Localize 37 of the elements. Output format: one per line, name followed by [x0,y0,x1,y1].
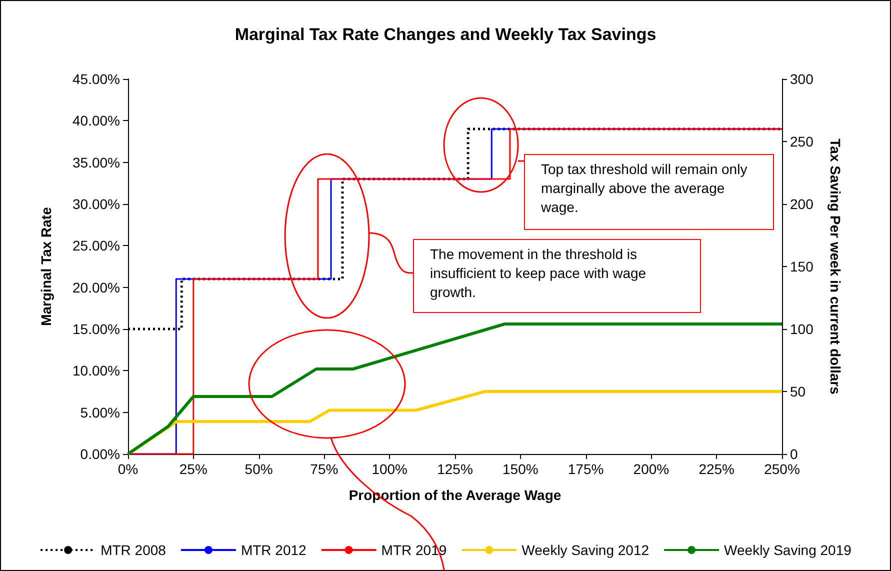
y-tick-label: 25.00% [72,238,120,254]
y-tick-label: 5.00% [80,404,120,420]
legend-label: Weekly Saving 2012 [522,542,650,558]
y-tick-label: 40.00% [72,112,120,129]
y2-tick-label: 150 [790,258,814,274]
y2-tick-label: 0 [790,446,798,462]
x-tick-label: 250% [764,461,800,477]
y-tick-label: 20.00% [72,279,120,296]
legend-label: Weekly Saving 2019 [724,542,852,558]
y-tick-label: 10.00% [72,362,120,379]
x-tick-label: 0% [118,461,138,477]
y-tick-label: 30.00% [72,196,120,212]
y2-tick-label: 200 [790,196,814,212]
x-tick-label: 75% [310,461,338,477]
x-tick-label: 200% [633,461,670,477]
y-tick-label: 0.00% [80,446,120,462]
y2-tick-label: 100 [790,321,814,337]
callout-box: The movement in the threshold is insufficient to keep pace with wage growth. [413,239,701,313]
x-tick-label: 25% [179,461,208,477]
y-tick-label: 15.00% [72,321,120,337]
y-tick-label: 45.00% [72,71,120,87]
y2-tick-label: 250 [790,134,814,150]
callout-box: Top tax threshold will remain only marginally above the average wage. [524,154,774,230]
y-tick-label: 35.00% [72,154,120,170]
x-tick-label: 150% [502,461,538,477]
x-tick-label: 50% [244,461,273,477]
y2-axis-title: Tax Saving Per week in current dollars [828,138,844,395]
x-tick-label: 175% [568,461,604,477]
y2-tick-label: 50 [790,384,806,400]
legend-label: MTR 2012 [240,542,307,558]
x-tick-label: 225% [698,461,735,477]
x-tick-label: 125% [437,461,473,477]
x-tick-label: 100% [372,461,408,477]
chart-title: Marginal Tax Rate Changes and Weekly Tax Savings [234,25,656,44]
y-axis-title: Marginal Tax Rate [38,206,54,326]
y2-tick-label: 300 [790,71,814,87]
legend-label: MTR 2008 [100,542,166,558]
